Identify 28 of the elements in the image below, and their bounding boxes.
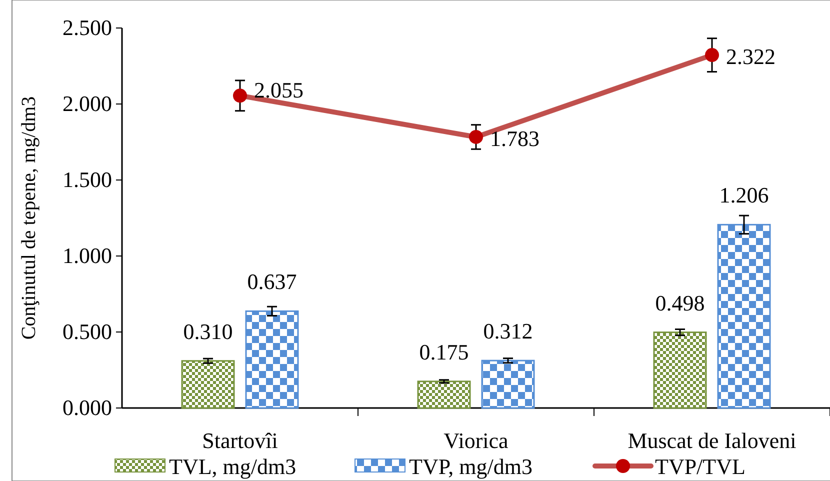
y-tick-label: 1.000 <box>62 243 112 268</box>
y-axis-title: Conţinutul de tepene, mg/dm3 <box>18 96 40 340</box>
data-label: 0.637 <box>247 269 297 294</box>
data-label: 0.310 <box>183 318 233 344</box>
data-label: 0.312 <box>483 318 533 344</box>
x-tick-label: Viorica <box>444 428 509 453</box>
bar <box>481 360 535 409</box>
x-tick-label: Startovîi <box>202 428 278 453</box>
data-label: 0.175 <box>419 339 469 364</box>
bar <box>717 224 771 409</box>
legend-label: TVP/TVL <box>655 454 746 479</box>
legend-label: TVP, mg/dm3 <box>409 454 532 479</box>
x-tick-label: Muscat de Ialoveni <box>628 428 796 453</box>
data-label: 2.322 <box>726 44 776 70</box>
y-tick-label: 1.500 <box>62 167 112 192</box>
data-label: 1.206 <box>719 182 769 208</box>
data-label: 1.783 <box>490 126 540 151</box>
y-tick-label: 0.000 <box>62 395 112 420</box>
bar <box>245 310 299 409</box>
legend-label: TVL, mg/dm3 <box>169 454 296 479</box>
bar <box>417 380 471 409</box>
y-tick-label: 0.500 <box>62 319 112 344</box>
data-label: 2.055 <box>254 78 304 103</box>
y-tick-label: 2.000 <box>62 91 112 116</box>
bar <box>181 360 235 409</box>
data-label: 0.498 <box>655 290 705 316</box>
bar <box>653 332 707 409</box>
y-tick-label: 2.500 <box>62 15 112 40</box>
